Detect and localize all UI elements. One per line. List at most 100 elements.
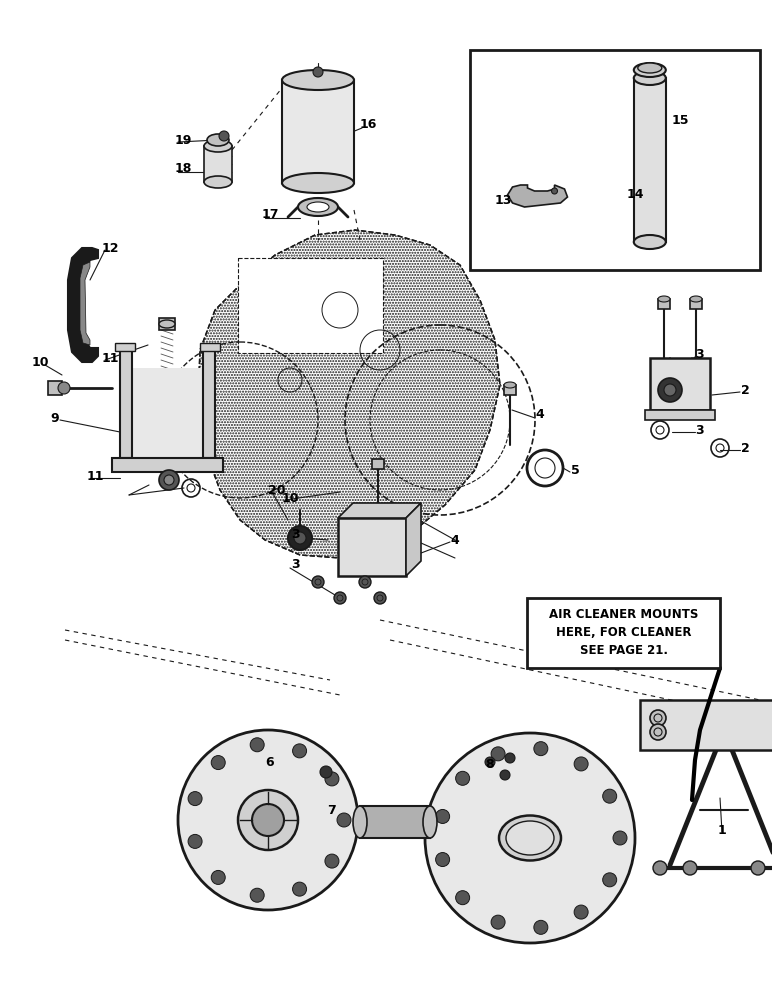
- Circle shape: [58, 382, 70, 394]
- Circle shape: [650, 710, 666, 726]
- Ellipse shape: [634, 71, 665, 85]
- Ellipse shape: [159, 320, 175, 328]
- Circle shape: [664, 384, 676, 396]
- Text: 3: 3: [291, 528, 300, 542]
- Circle shape: [178, 730, 358, 910]
- Text: AIR CLEANER MOUNTS
HERE, FOR CLEANER
SEE PAGE 21.: AIR CLEANER MOUNTS HERE, FOR CLEANER SEE…: [549, 608, 698, 658]
- Circle shape: [325, 772, 339, 786]
- Polygon shape: [507, 185, 567, 207]
- Bar: [658, 299, 670, 309]
- Bar: [132, 368, 203, 458]
- Circle shape: [603, 873, 617, 887]
- Ellipse shape: [282, 173, 354, 193]
- Circle shape: [159, 470, 179, 490]
- Bar: [159, 318, 175, 330]
- Bar: [360, 806, 430, 838]
- Bar: [115, 343, 135, 351]
- Bar: [470, 50, 760, 270]
- Circle shape: [650, 724, 666, 740]
- Text: 16: 16: [359, 118, 377, 131]
- Text: 4: 4: [536, 408, 544, 422]
- Ellipse shape: [207, 134, 229, 146]
- Circle shape: [751, 861, 765, 875]
- Ellipse shape: [307, 202, 329, 212]
- Ellipse shape: [504, 382, 516, 388]
- Text: 3: 3: [291, 558, 300, 572]
- Text: 18: 18: [174, 161, 191, 174]
- Circle shape: [551, 188, 557, 194]
- Circle shape: [505, 753, 515, 763]
- Circle shape: [252, 804, 284, 836]
- Circle shape: [164, 475, 174, 485]
- Circle shape: [658, 378, 682, 402]
- Ellipse shape: [506, 821, 554, 855]
- Ellipse shape: [204, 176, 232, 188]
- Ellipse shape: [690, 296, 702, 302]
- Text: 17: 17: [261, 209, 279, 222]
- Bar: [527, 598, 720, 668]
- Text: 15: 15: [671, 113, 689, 126]
- Ellipse shape: [499, 816, 561, 860]
- Circle shape: [534, 742, 548, 756]
- Circle shape: [325, 854, 339, 868]
- Circle shape: [485, 757, 495, 767]
- Circle shape: [653, 861, 667, 875]
- Bar: [120, 348, 132, 458]
- Text: 10: 10: [281, 491, 299, 504]
- Circle shape: [425, 733, 635, 943]
- Circle shape: [250, 888, 264, 902]
- Text: 1: 1: [718, 824, 726, 836]
- Bar: [634, 78, 665, 242]
- Circle shape: [212, 870, 225, 884]
- Circle shape: [574, 757, 588, 771]
- Circle shape: [320, 766, 332, 778]
- Bar: [690, 299, 702, 309]
- Text: 4: 4: [451, 534, 459, 546]
- Text: 8: 8: [486, 758, 494, 772]
- Bar: [650, 358, 710, 410]
- Polygon shape: [80, 262, 90, 345]
- Circle shape: [188, 834, 202, 848]
- Polygon shape: [406, 503, 421, 576]
- Text: 20: 20: [268, 484, 286, 496]
- Circle shape: [603, 789, 617, 803]
- Bar: [338, 518, 406, 576]
- Text: 11: 11: [101, 352, 119, 364]
- Polygon shape: [198, 230, 500, 558]
- Text: 7: 7: [327, 804, 337, 816]
- Ellipse shape: [634, 235, 665, 249]
- Text: 6: 6: [266, 756, 274, 768]
- Bar: [640, 700, 772, 750]
- Circle shape: [293, 882, 306, 896]
- Circle shape: [455, 771, 469, 785]
- Ellipse shape: [353, 806, 367, 838]
- Circle shape: [238, 790, 298, 850]
- Text: 14: 14: [626, 188, 644, 202]
- Bar: [372, 459, 384, 469]
- Polygon shape: [338, 503, 421, 518]
- Circle shape: [250, 738, 264, 752]
- Circle shape: [337, 813, 351, 827]
- Circle shape: [435, 853, 449, 867]
- Circle shape: [374, 592, 386, 604]
- Ellipse shape: [282, 70, 354, 90]
- Circle shape: [294, 532, 306, 544]
- Ellipse shape: [423, 806, 437, 838]
- Text: 3: 3: [696, 349, 704, 361]
- Circle shape: [313, 67, 323, 77]
- Circle shape: [293, 744, 306, 758]
- Circle shape: [188, 792, 202, 806]
- Circle shape: [312, 576, 324, 588]
- Circle shape: [491, 747, 505, 761]
- Circle shape: [435, 809, 449, 823]
- Bar: [204, 146, 232, 182]
- Text: 2: 2: [740, 442, 750, 454]
- Bar: [200, 343, 220, 351]
- Bar: [282, 80, 354, 183]
- Circle shape: [455, 891, 469, 905]
- Circle shape: [613, 831, 627, 845]
- Ellipse shape: [204, 140, 232, 152]
- Circle shape: [359, 576, 371, 588]
- Bar: [203, 348, 215, 458]
- Text: 19: 19: [174, 133, 191, 146]
